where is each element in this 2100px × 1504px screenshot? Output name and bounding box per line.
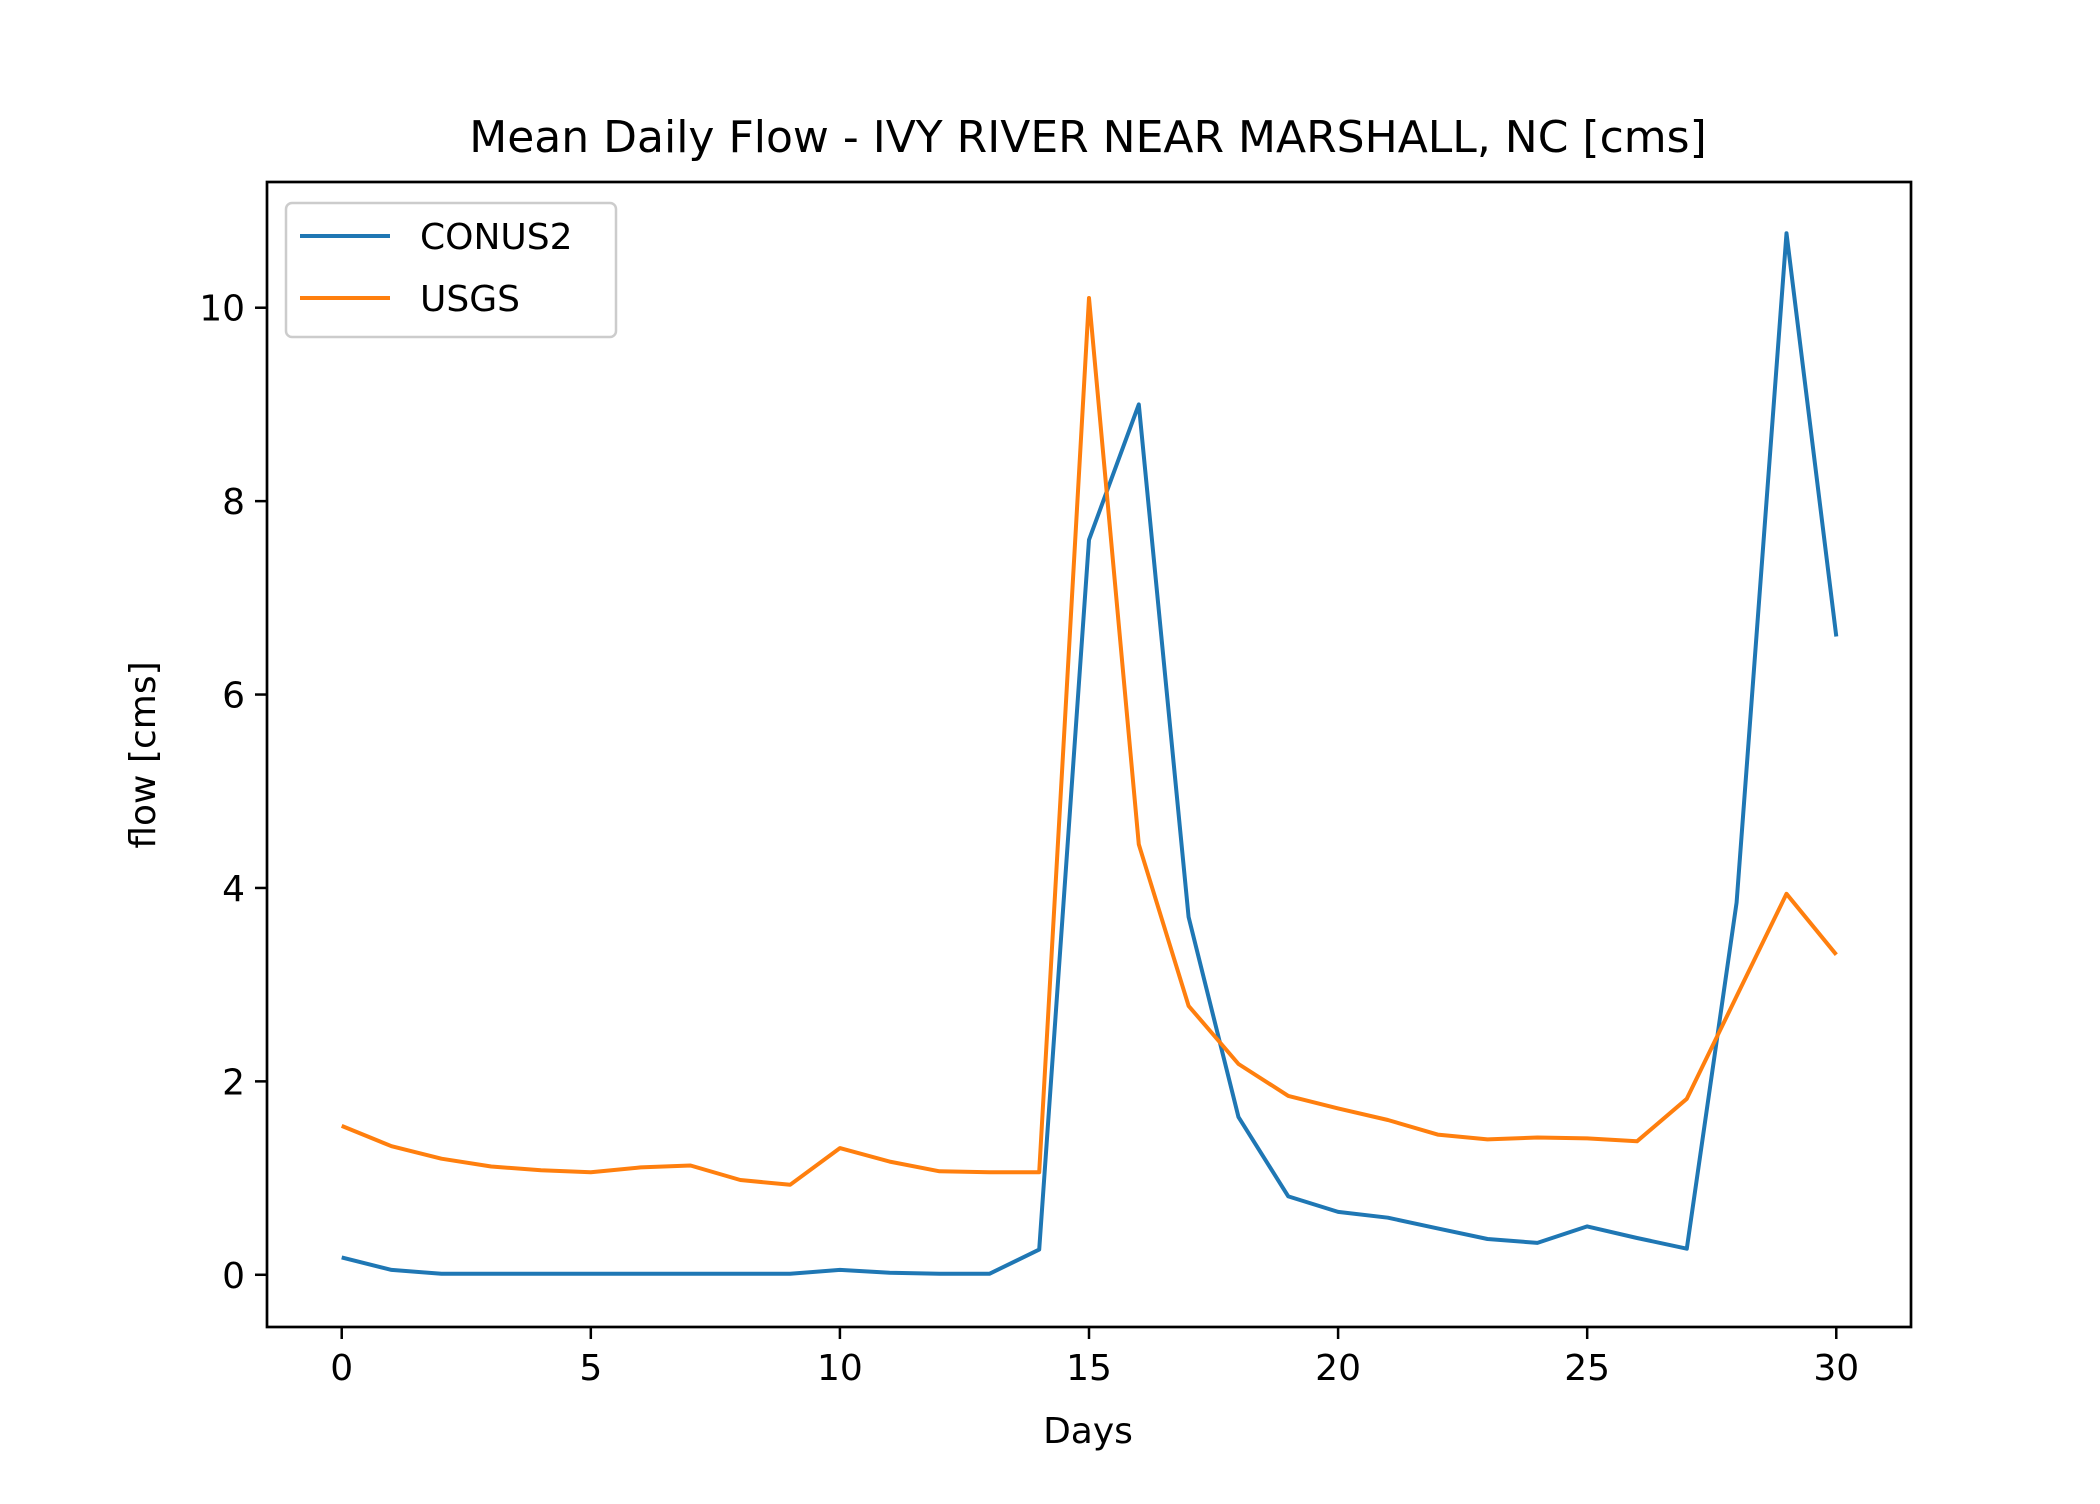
x-tick-label: 0 bbox=[330, 1348, 353, 1389]
x-tick-label: 30 bbox=[1813, 1348, 1859, 1389]
y-axis-label: flow [cms] bbox=[123, 661, 164, 848]
y-tick-label: 2 bbox=[222, 1062, 245, 1103]
x-tick-label: 25 bbox=[1564, 1348, 1610, 1389]
x-tick-label: 5 bbox=[579, 1348, 602, 1389]
legend-label-usgs: USGS bbox=[420, 279, 520, 320]
y-tick-label: 4 bbox=[222, 869, 245, 910]
chart-title: Mean Daily Flow - IVY RIVER NEAR MARSHAL… bbox=[469, 112, 1706, 163]
y-tick-label: 0 bbox=[222, 1256, 245, 1297]
legend-label-conus2: CONUS2 bbox=[420, 217, 573, 258]
x-tick-label: 10 bbox=[817, 1348, 863, 1389]
legend: CONUS2 USGS bbox=[286, 203, 616, 337]
y-tick-label: 6 bbox=[222, 676, 245, 717]
x-tick-label: 20 bbox=[1315, 1348, 1361, 1389]
y-tick-label: 10 bbox=[199, 289, 245, 330]
x-axis-label: Days bbox=[1043, 1411, 1133, 1452]
x-tick-label: 15 bbox=[1066, 1348, 1112, 1389]
y-tick-label: 8 bbox=[222, 482, 245, 523]
